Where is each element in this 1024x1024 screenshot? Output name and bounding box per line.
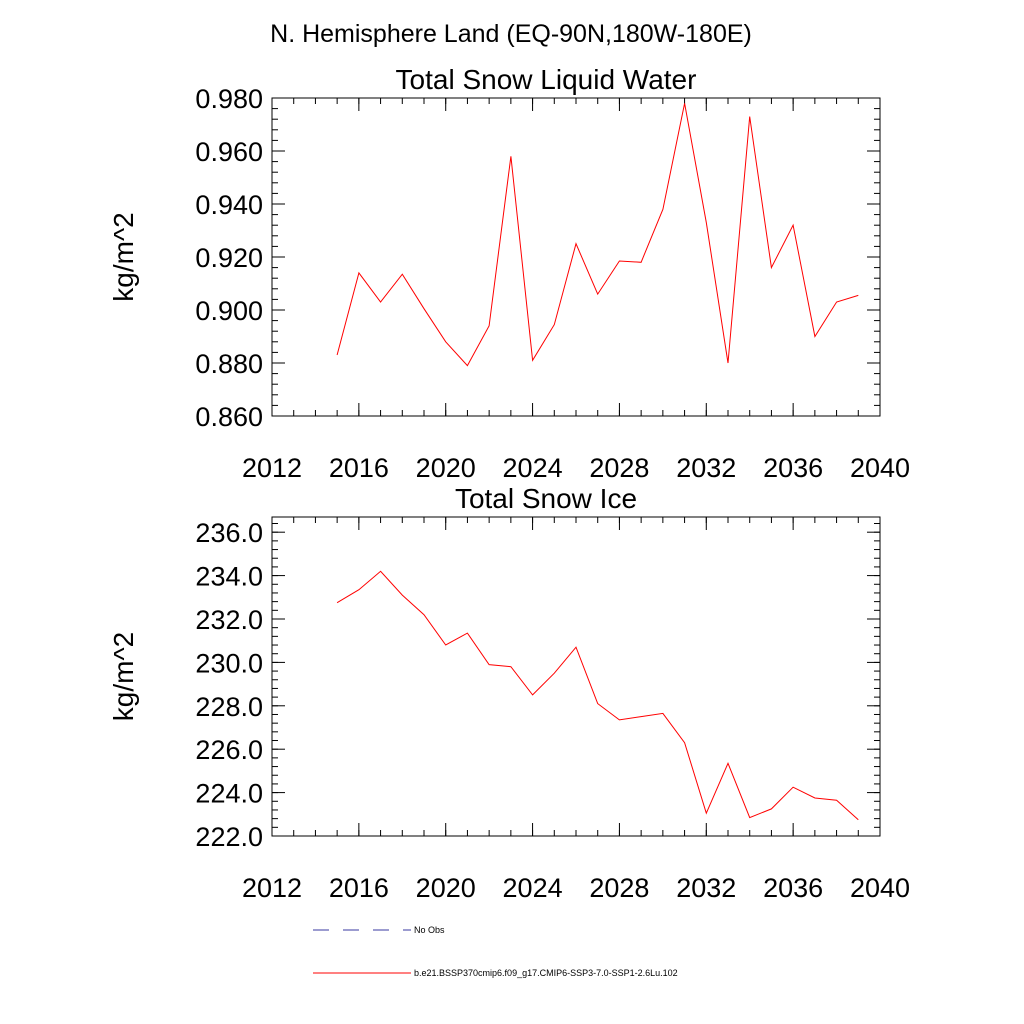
legend-no-obs-label: No Obs [414,925,445,935]
x-tick-label-2028: 2028 [589,873,649,903]
y-axis-label: kg/m^2 [108,632,139,721]
x-tick-label-2024: 2024 [503,873,563,903]
x-tick-label-2020: 2020 [416,873,476,903]
x-tick-label-2016: 2016 [329,873,389,903]
y-tick-label-228-0: 228.0 [195,692,263,722]
y-tick-label-232-0: 232.0 [195,605,263,635]
chart-panel-snow-ice: Total Snow Ice 222.0 224.0 226.0 228.0 230.0 2… [108,483,910,903]
x-tick-label-2024: 2024 [503,453,563,483]
y-tick-label-230-0: 230.0 [195,648,263,678]
x-tick-label-2020: 2020 [416,453,476,483]
x-tick-label-2040: 2040 [850,873,910,903]
figure-title: N. Hemisphere Land (EQ-90N,180W-180E) [270,20,752,48]
legend-model-run-label: b.e21.BSSP370cmip6.f09_g17.CMIP6-SSP3-7.… [414,968,678,978]
chart-panel-snow-liquid-water: Total Snow Liquid Water 0.860 0.880 0.900 0.… [108,64,910,483]
y-tick-label-234-0: 234.0 [195,562,263,592]
y-tick-label-0-980: 0.980 [195,84,263,114]
x-tick-label-2032: 2032 [676,873,736,903]
y-tick-label-236-0: 236.0 [195,518,263,548]
chart-title: Total Snow Ice [455,483,637,514]
legend: No Obs b.e21.BSSP370cmip6.f09_g17.CMIP6-… [313,925,678,978]
x-tick-label-2036: 2036 [763,873,823,903]
x-tick-label-2032: 2032 [676,453,736,483]
series-line-0 [336,570,859,821]
plot-frame [271,516,881,837]
x-tick-label-2040: 2040 [850,453,910,483]
y-axis-label: kg/m^2 [108,212,139,301]
x-tick-label-2012: 2012 [242,873,302,903]
plot-frame [271,97,881,417]
x-tick-label-2036: 2036 [763,453,823,483]
x-tick-label-2016: 2016 [329,453,389,483]
series-line-0 [336,103,859,367]
y-tick-label-0-920: 0.920 [195,243,263,273]
y-tick-label-0-960: 0.960 [195,137,263,167]
x-tick-label-2012: 2012 [242,453,302,483]
y-tick-label-222-0: 222.0 [195,822,263,852]
x-tick-label-2028: 2028 [589,453,649,483]
chart-title: Total Snow Liquid Water [396,64,697,95]
y-tick-label-224-0: 224.0 [195,779,263,809]
y-tick-label-0-880: 0.880 [195,349,263,379]
y-tick-label-226-0: 226.0 [195,735,263,765]
y-tick-label-0-940: 0.940 [195,190,263,220]
y-tick-label-0-900: 0.900 [195,296,263,326]
y-tick-label-0-860: 0.860 [195,402,263,432]
